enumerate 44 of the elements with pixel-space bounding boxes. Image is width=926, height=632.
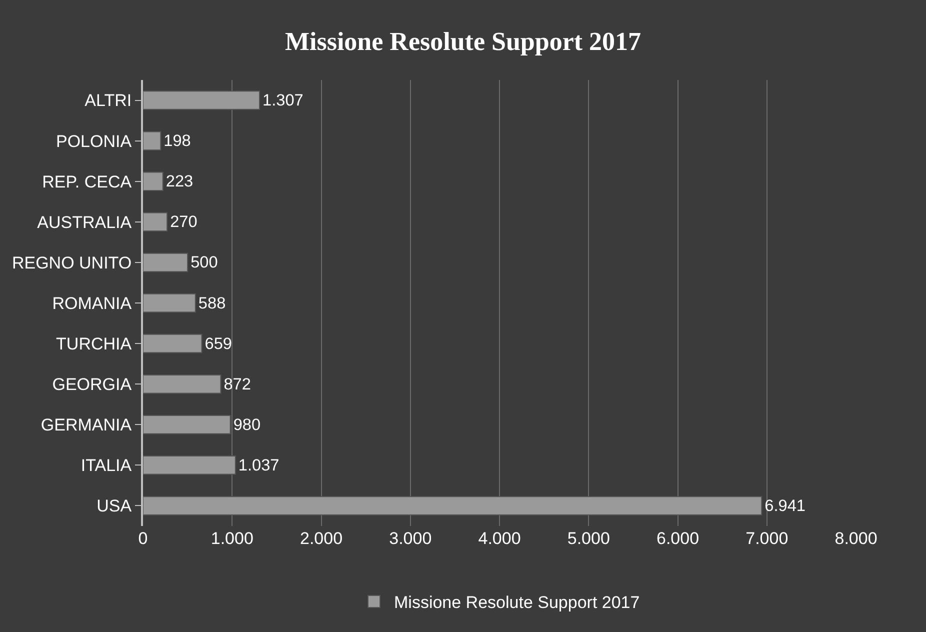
x-tick-label: 0 — [138, 529, 148, 548]
data-label: 872 — [224, 375, 251, 394]
y-tick-label: AUSTRALIA — [37, 212, 132, 232]
x-tick-label: 4.000 — [478, 529, 521, 548]
y-tick-label: ALTRI — [84, 91, 132, 110]
data-label: 1.037 — [238, 456, 280, 474]
x-tick-label: 2.000 — [300, 529, 343, 548]
bar — [143, 172, 164, 191]
data-label: 588 — [198, 294, 226, 312]
x-tick-label: 1.000 — [210, 529, 254, 548]
data-label: 270 — [170, 213, 198, 232]
y-tick-label: REGNO UNITO — [12, 253, 132, 272]
bar — [143, 212, 168, 232]
data-label: 223 — [166, 172, 194, 191]
data-label: 500 — [190, 254, 218, 272]
bar — [143, 90, 260, 110]
x-tick-label: 7.000 — [746, 529, 788, 548]
bar — [143, 456, 236, 475]
y-tick-label: ROMANIA — [52, 294, 132, 313]
data-label: 659 — [204, 334, 232, 353]
x-tick-label: 3.000 — [389, 529, 432, 548]
data-label: 980 — [233, 416, 261, 434]
bar — [143, 252, 188, 272]
y-tick-label: GERMANIA — [40, 416, 132, 435]
y-tick-label: POLONIA — [56, 132, 132, 151]
legend-label: Missione Resolute Support 2017 — [394, 593, 640, 612]
data-label: 1.307 — [262, 92, 304, 110]
y-tick-label: TURCHIA — [56, 334, 132, 354]
chart-title: Missione Resolute Support 2017 — [284, 26, 642, 56]
y-tick-label: ITALIA — [80, 456, 132, 476]
x-tick-label: 8.000 — [834, 529, 878, 548]
bar — [143, 496, 762, 516]
x-tick-label: 5.000 — [567, 529, 610, 548]
y-tick-label: REP. CECA — [42, 172, 132, 192]
bar — [143, 374, 222, 394]
x-tick-label: 6.000 — [656, 529, 700, 548]
data-label: 198 — [164, 132, 191, 150]
y-tick-label: USA — [96, 496, 132, 516]
data-label: 6.941 — [764, 497, 806, 516]
bar — [143, 334, 202, 354]
bar — [143, 293, 196, 313]
bar — [143, 131, 162, 150]
bar — [143, 415, 231, 434]
y-tick-label: GEORGIA — [52, 375, 132, 394]
